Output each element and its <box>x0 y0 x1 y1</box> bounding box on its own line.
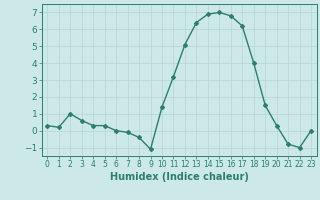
X-axis label: Humidex (Indice chaleur): Humidex (Indice chaleur) <box>110 172 249 182</box>
